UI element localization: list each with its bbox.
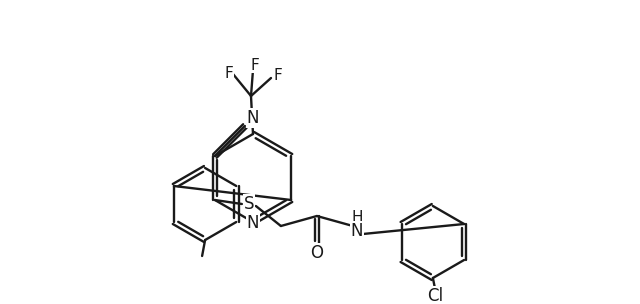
Text: F: F xyxy=(251,57,259,72)
Text: N: N xyxy=(247,214,259,232)
Text: N: N xyxy=(351,222,363,240)
Text: N: N xyxy=(246,109,259,127)
Text: H: H xyxy=(351,210,363,226)
Text: F: F xyxy=(225,65,234,81)
Text: S: S xyxy=(244,195,254,213)
Text: F: F xyxy=(274,68,282,84)
Text: Cl: Cl xyxy=(427,287,443,304)
Text: O: O xyxy=(310,244,323,262)
